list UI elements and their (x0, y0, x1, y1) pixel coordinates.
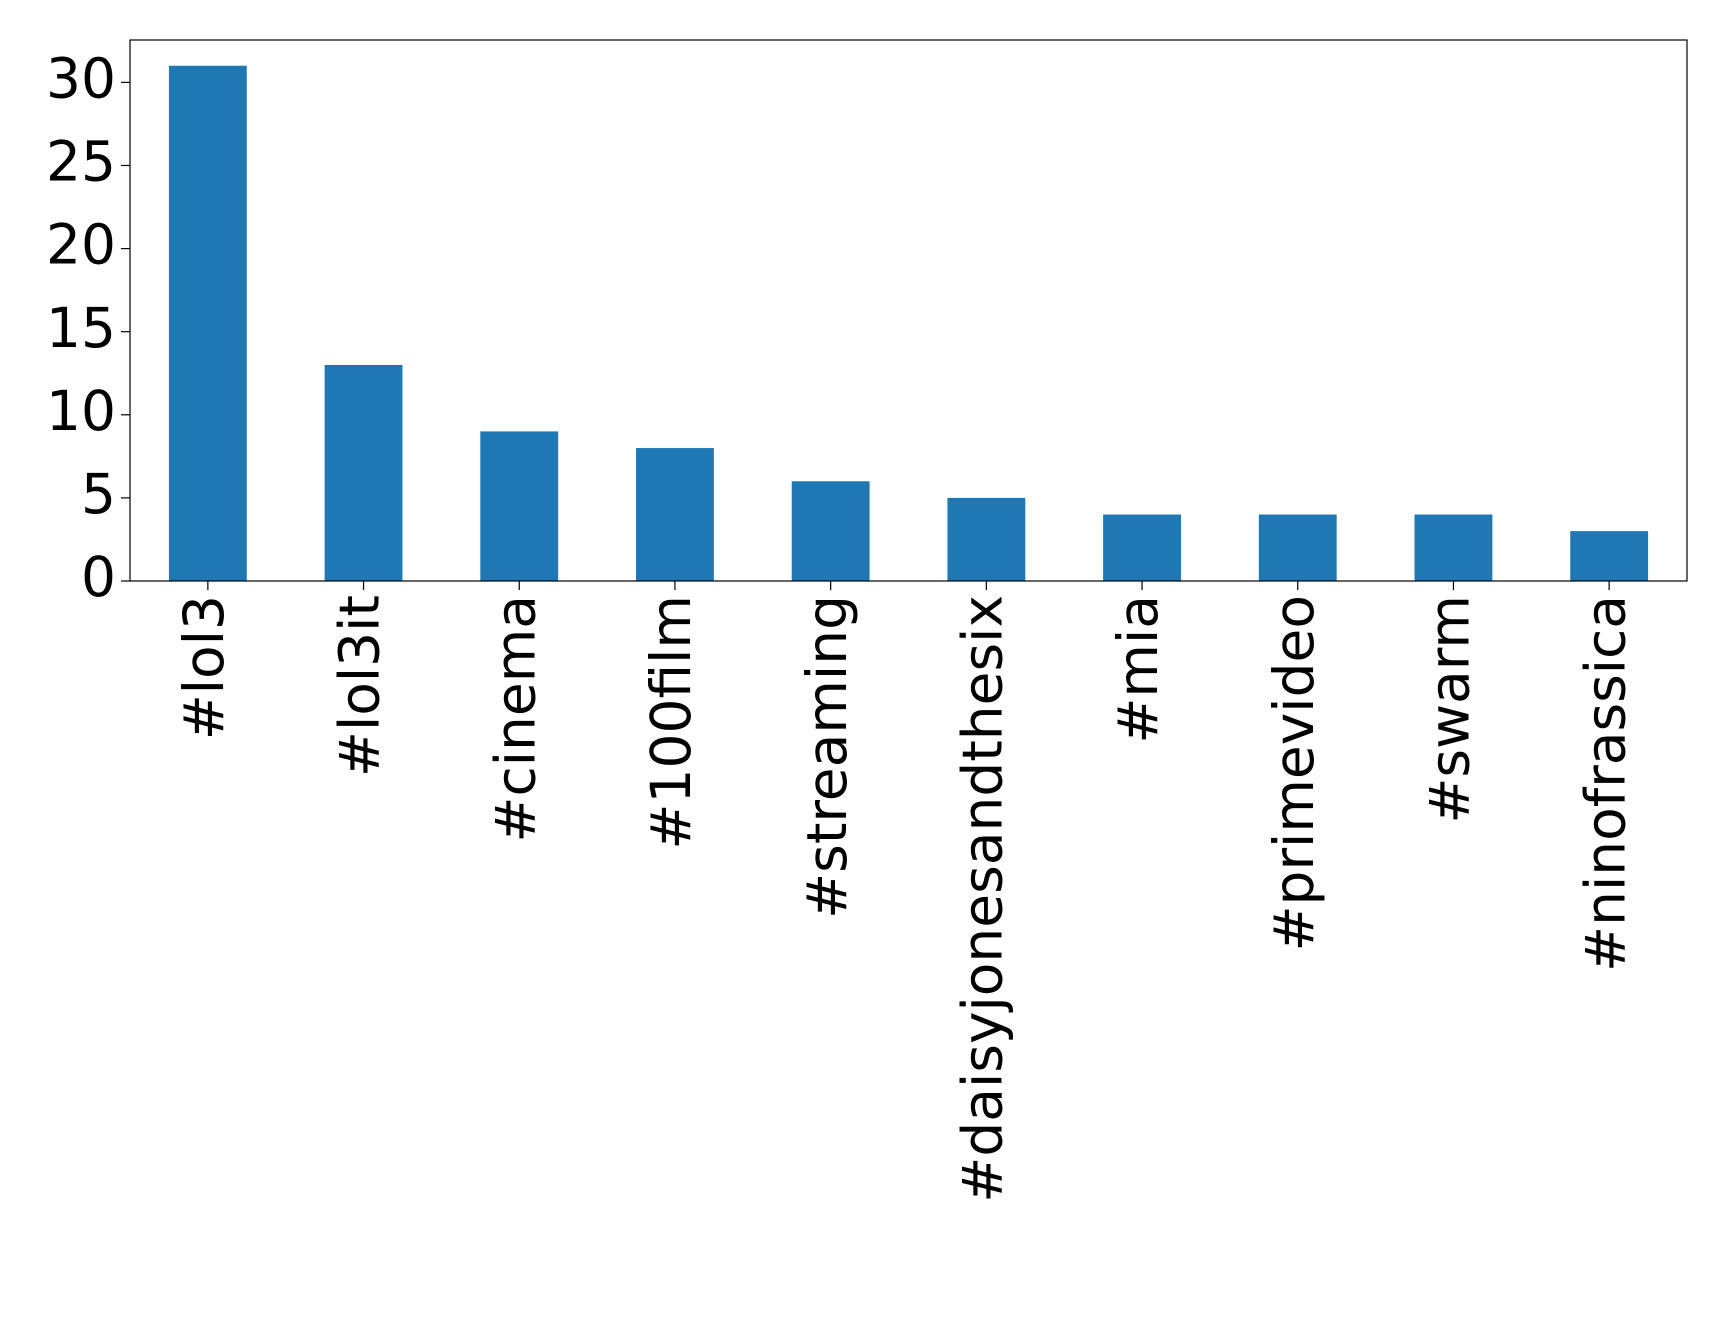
bar (168, 65, 247, 581)
y-tick-label: 5 (81, 462, 116, 526)
x-tick-label: #ninofrassica (1573, 595, 1637, 972)
x-tick-label: #primevideo (1262, 595, 1326, 952)
x-tick-label: #mia (1106, 595, 1170, 744)
bar (480, 431, 559, 581)
bar (791, 481, 870, 581)
y-tick-label: 20 (46, 213, 116, 277)
x-tick-label: #swarm (1418, 595, 1482, 824)
x-tick-label: #lol3 (172, 595, 236, 740)
y-tick-label: 25 (46, 130, 116, 194)
x-tick-label: #lol3it (328, 595, 392, 777)
bar (947, 497, 1026, 581)
y-tick-label: 10 (46, 379, 116, 443)
bar (636, 448, 714, 581)
bar (1414, 514, 1493, 581)
y-tick-label: 30 (46, 47, 116, 111)
bar (324, 364, 403, 581)
bar (1258, 514, 1337, 581)
plot-frame (129, 39, 1688, 582)
y-tick-label: 15 (46, 296, 116, 360)
x-tick-label: #daisyjonesandthesix (950, 595, 1014, 1203)
bar (1570, 531, 1649, 581)
x-tick-label: #100film (639, 595, 703, 850)
y-tick-label: 0 (81, 545, 116, 609)
x-tick-label: #cinema (483, 595, 547, 843)
bar (1103, 514, 1181, 581)
x-tick-label: #streaming (795, 595, 859, 919)
